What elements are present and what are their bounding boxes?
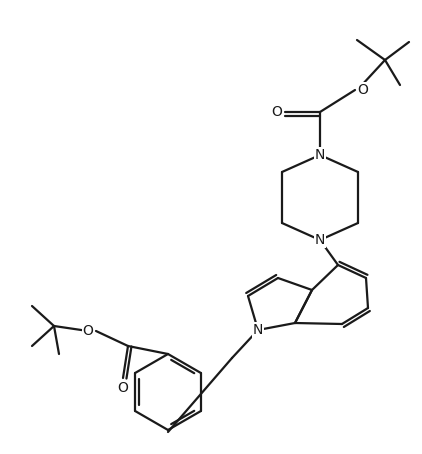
Text: O: O <box>118 381 128 395</box>
Text: N: N <box>253 323 263 337</box>
Text: N: N <box>315 148 325 162</box>
Text: O: O <box>272 105 282 119</box>
Text: O: O <box>357 83 368 97</box>
Text: O: O <box>83 324 93 338</box>
Text: N: N <box>315 233 325 247</box>
